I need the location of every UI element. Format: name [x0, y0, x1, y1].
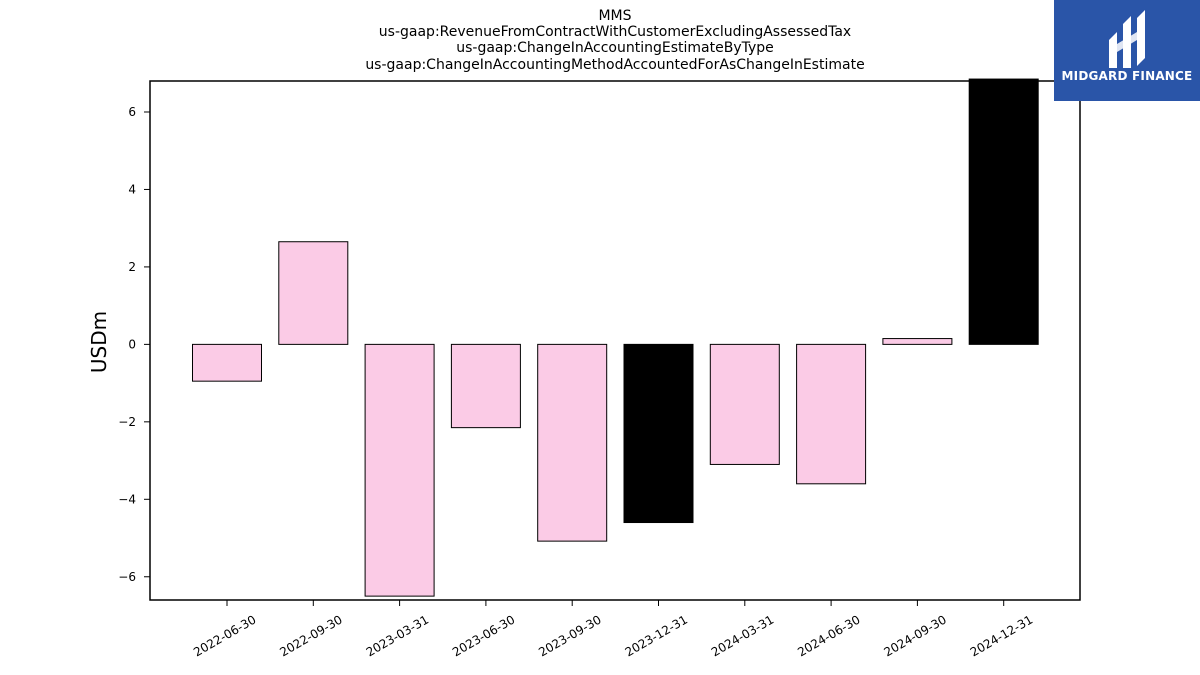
x-tick-label: 2023-06-30: [450, 612, 517, 659]
bar-2024-09-30: [882, 338, 953, 345]
chart-subtitle-3: us-gaap:ChangeInAccountingMethodAccounte…: [365, 57, 864, 73]
logo-text: MIDGARD FINANCE: [1061, 69, 1193, 83]
bar-2022-09-30: [278, 241, 349, 345]
bars-group: [192, 78, 1039, 597]
x-tick-label: 2024-03-31: [709, 612, 776, 659]
chart-subtitle-2: us-gaap:ChangeInAccountingEstimateByType: [456, 40, 774, 56]
y-tick-label: −6: [118, 570, 136, 584]
x-tick-label: 2022-06-30: [191, 612, 258, 659]
x-tick-label: 2024-06-30: [795, 612, 862, 659]
bar-2024-12-31: [968, 78, 1039, 345]
x-tick-label: 2023-09-30: [536, 612, 603, 659]
y-tick-label: −4: [118, 492, 136, 506]
y-tick-label: 4: [128, 182, 136, 196]
bar-2024-06-30: [796, 343, 867, 485]
x-tick-label: 2024-12-31: [968, 612, 1035, 659]
logo-mark-icon: [1109, 10, 1145, 68]
y-tick-label: −2: [118, 415, 136, 429]
y-tick-label: 0: [128, 337, 136, 351]
y-tick-label: 2: [128, 260, 136, 274]
x-tick-label: 2022-09-30: [277, 612, 344, 659]
bar-2023-09-30: [537, 343, 608, 542]
chart-titles: MMS us-gaap:RevenueFromContractWithCusto…: [365, 8, 864, 73]
x-ticks: 2022-06-30 2022-09-30 2023-03-31 2023-06-30…: [191, 600, 1035, 659]
y-ticks: −6 −4 −2 0 2 4 6: [118, 105, 150, 584]
midgard-finance-logo: MIDGARD FINANCE: [1054, 0, 1200, 101]
chart-title: MMS: [598, 8, 631, 24]
bar-2022-06-30: [192, 343, 262, 382]
y-tick-label: 6: [128, 105, 136, 119]
x-tick-label: 2024-09-30: [881, 612, 948, 659]
bar-2023-12-31: [623, 343, 694, 524]
chart-subtitle-1: us-gaap:RevenueFromContractWithCustomerE…: [379, 24, 851, 40]
bar-2023-06-30: [450, 343, 521, 429]
bar-2024-03-31: [709, 343, 780, 465]
x-tick-label: 2023-03-31: [364, 612, 431, 659]
y-axis-label: USDm: [87, 311, 111, 373]
x-tick-label: 2023-12-31: [623, 612, 690, 659]
bar-2023-03-31: [364, 343, 435, 597]
plot-frame: [149, 80, 1081, 601]
